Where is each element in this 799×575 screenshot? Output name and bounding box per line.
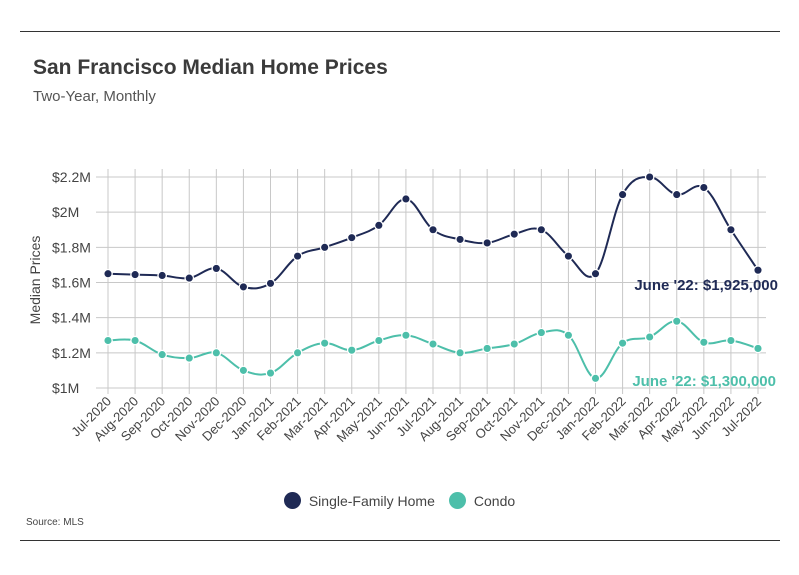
data-point-single-family — [644, 172, 655, 182]
y-tick-label: $1.2M — [52, 345, 91, 361]
legend-label-single-family: Single-Family Home — [308, 492, 435, 509]
data-point-condo — [563, 330, 574, 341]
y-tick-label: $1.4M — [52, 310, 91, 326]
data-point-condo — [726, 335, 736, 346]
data-point-condo — [184, 353, 195, 363]
data-point-condo — [373, 335, 384, 346]
data-point-condo — [590, 373, 601, 384]
chart-subtitle: Two-Year, Monthly — [33, 88, 156, 105]
data-point-single-family — [726, 224, 736, 235]
data-point-condo — [238, 365, 249, 376]
data-point-condo — [292, 347, 303, 358]
y-tick-label: $2M — [52, 204, 79, 220]
data-point-condo — [455, 347, 465, 358]
bottom-rule — [20, 540, 780, 541]
data-point-condo — [536, 327, 547, 338]
data-point-single-family — [428, 224, 438, 235]
data-point-single-family — [238, 282, 249, 292]
data-point-single-family — [482, 238, 493, 248]
data-point-condo — [509, 339, 520, 349]
data-point-condo — [211, 347, 222, 358]
legend-swatch-condo — [448, 492, 466, 509]
data-point-condo — [157, 349, 168, 360]
data-point-condo — [644, 332, 655, 342]
legend-swatch-single-family — [283, 492, 301, 509]
data-point-condo — [319, 338, 330, 349]
y-tick-label: $1M — [52, 380, 79, 396]
y-tick-label: $1.8M — [52, 239, 91, 255]
data-point-single-family — [536, 224, 547, 235]
legend: Single-Family Home Condo — [0, 492, 799, 509]
data-point-single-family — [509, 229, 520, 239]
data-point-single-family — [373, 220, 384, 231]
data-point-condo — [753, 343, 763, 354]
source-note: Source: MLS — [26, 517, 84, 528]
data-point-single-family — [103, 268, 113, 279]
data-point-single-family — [130, 269, 140, 280]
data-point-single-family — [346, 232, 357, 243]
data-point-single-family — [319, 242, 330, 253]
data-point-condo — [671, 316, 682, 327]
top-rule — [20, 31, 780, 32]
data-point-single-family — [157, 270, 168, 281]
data-point-condo — [698, 337, 709, 348]
data-point-condo — [482, 343, 493, 354]
data-point-single-family — [292, 251, 303, 261]
data-point-condo — [130, 335, 140, 346]
y-tick-label: $2.2M — [52, 169, 91, 185]
data-point-condo — [265, 368, 276, 378]
data-point-single-family — [617, 189, 628, 200]
data-point-single-family — [563, 251, 574, 261]
data-point-single-family — [698, 182, 709, 193]
data-point-single-family — [401, 194, 411, 204]
data-point-single-family — [184, 273, 195, 283]
legend-item-single-family: Single-Family Home — [283, 492, 435, 509]
data-point-single-family — [211, 263, 222, 274]
data-point-single-family — [671, 189, 682, 200]
data-point-condo — [617, 338, 628, 349]
annotation-single-family: June '22: $1,925,000 — [634, 277, 778, 294]
legend-item-condo: Condo — [448, 492, 516, 509]
data-point-single-family — [455, 234, 465, 245]
data-point-condo — [346, 345, 357, 356]
data-point-single-family — [590, 268, 601, 279]
y-axis-label: Median Prices — [27, 236, 43, 325]
y-tick-label: $1.6M — [52, 275, 91, 291]
data-point-condo — [401, 330, 411, 341]
annotation-condo: June '22: $1,300,000 — [632, 373, 776, 390]
chart-title: San Francisco Median Home Prices — [33, 56, 388, 79]
legend-label-condo: Condo — [473, 492, 516, 509]
data-point-single-family — [265, 278, 276, 289]
data-point-condo — [428, 339, 438, 349]
data-point-single-family — [753, 265, 763, 276]
data-point-condo — [103, 335, 113, 346]
